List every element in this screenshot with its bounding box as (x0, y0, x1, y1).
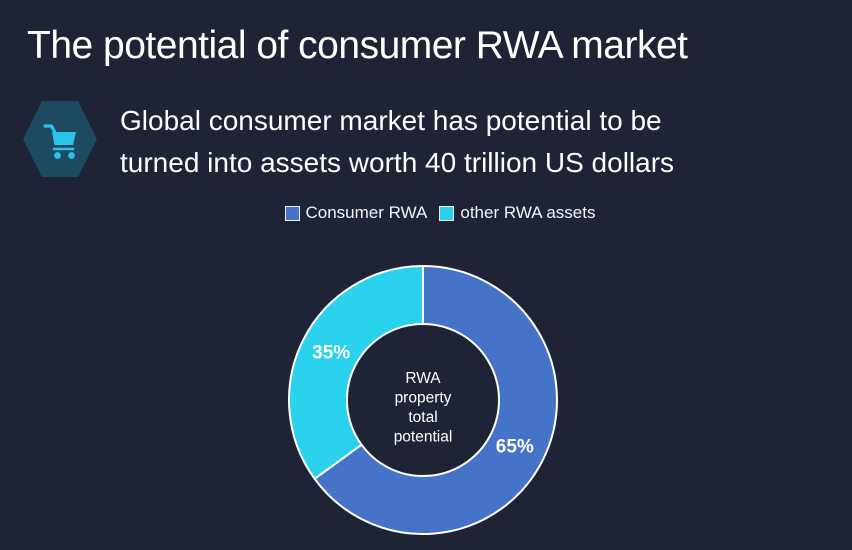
legend-label-other-rwa-assets: other RWA assets (460, 203, 596, 222)
shopping-cart-icon (23, 101, 97, 177)
legend-swatch-consumer-rwa (284, 205, 300, 221)
donut-chart: 65% 35% RWA property total potential (288, 265, 558, 535)
chart-legend: Consumer RWA other RWA assets (14, 203, 852, 223)
legend-label-consumer-rwa: Consumer RWA (305, 203, 428, 222)
callout-line-1: Global consumer market has potential to … (120, 105, 662, 136)
donut-slice-other-rwa-assets (288, 265, 424, 480)
legend-item-consumer-rwa: Consumer RWA (284, 203, 428, 223)
legend-swatch-other-rwa-assets (439, 205, 455, 221)
donut-slice-consumer-rwa (313, 265, 558, 535)
callout-line-2: turned into assets worth 40 trillion US … (120, 147, 675, 178)
cart-glyph (43, 124, 76, 159)
slice-percent-label: 35% (312, 343, 350, 364)
legend-item-other-rwa-assets: other RWA assets (439, 203, 596, 223)
page-title: The potential of consumer RWA market (27, 24, 688, 67)
callout-text: Global consumer market has potential to … (120, 100, 674, 184)
donut-center-label: RWA property total potential (394, 370, 453, 446)
slice-percent-label: 65% (496, 436, 534, 457)
